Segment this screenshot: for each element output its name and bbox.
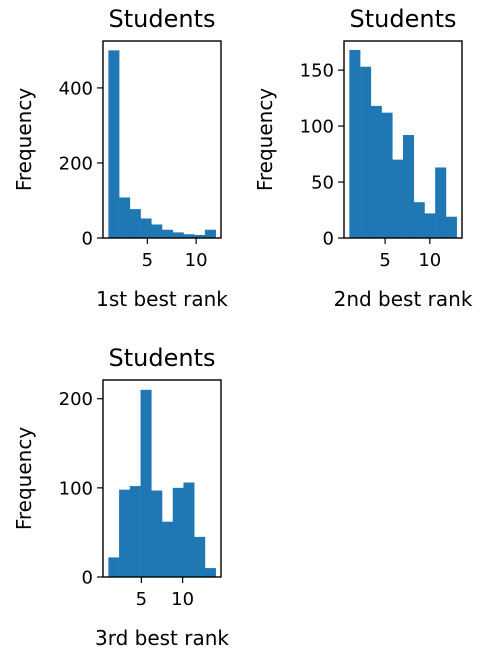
histogram-bar	[194, 235, 206, 238]
histogram-bar	[204, 568, 216, 577]
histogram-bar	[129, 486, 141, 577]
chart-title: Students	[109, 5, 216, 33]
histogram-bar	[108, 50, 120, 238]
histogram-bar	[392, 159, 404, 238]
x-axis-label: 2nd best rank	[334, 287, 473, 311]
y-tick-label: 200	[59, 153, 93, 174]
chart-title: Students	[350, 5, 457, 33]
chart-title: Students	[109, 344, 216, 372]
y-axis-label: Frequency	[253, 88, 277, 191]
histogram-bar	[194, 536, 206, 577]
y-tick-label: 0	[82, 568, 93, 589]
histogram-bar	[172, 487, 184, 577]
y-tick-label: 200	[59, 389, 93, 410]
histogram-bar	[204, 229, 216, 238]
histogram-bar	[108, 557, 120, 577]
y-tick-label: 400	[59, 78, 93, 99]
histogram-bar	[360, 66, 372, 239]
histogram-panel-1: 5 10 0 200 400 Students 1st best rank Frequency	[12, 5, 228, 311]
histogram-bar	[119, 197, 131, 238]
y-tick-label: 0	[82, 229, 93, 250]
histogram-bar	[349, 49, 361, 239]
histogram-bar	[140, 389, 152, 577]
histogram-bar	[162, 521, 174, 577]
histogram-bar	[183, 482, 195, 577]
histogram-bar	[424, 213, 436, 239]
histogram-bar	[129, 209, 141, 238]
histogram-bar	[413, 202, 425, 238]
histogram-bar	[151, 224, 163, 238]
histogram-bar	[183, 234, 195, 238]
histogram-bar	[119, 489, 131, 577]
y-axis-label: Frequency	[12, 88, 36, 191]
histogram-bar	[172, 232, 184, 238]
axes-frame	[102, 40, 222, 239]
histogram-bar	[370, 105, 382, 238]
x-tick-label: 5	[379, 250, 390, 271]
y-tick-label: 50	[311, 173, 334, 194]
histogram-bar	[151, 490, 163, 577]
axes-frame	[102, 379, 222, 578]
x-tick-label: 5	[136, 589, 147, 610]
histogram-bar	[445, 216, 457, 238]
histogram-bar	[435, 167, 447, 238]
y-axis-label: Frequency	[12, 427, 36, 530]
histogram-bar	[162, 229, 174, 238]
histogram-bar	[140, 218, 152, 238]
x-tick-label: 10	[418, 250, 441, 271]
x-axis-label: 3rd best rank	[95, 626, 229, 650]
x-axis-label: 1st best rank	[96, 287, 228, 311]
axes-frame	[343, 40, 463, 239]
x-tick-label: 10	[171, 589, 194, 610]
y-tick-label: 150	[300, 61, 334, 82]
y-tick-label: 100	[300, 117, 334, 138]
y-tick-label: 0	[323, 229, 334, 250]
x-tick-label: 10	[185, 250, 208, 271]
y-tick-label: 100	[59, 478, 93, 499]
histogram-bar	[403, 135, 415, 238]
x-tick-label: 5	[142, 250, 153, 271]
histogram-bar	[381, 112, 393, 238]
